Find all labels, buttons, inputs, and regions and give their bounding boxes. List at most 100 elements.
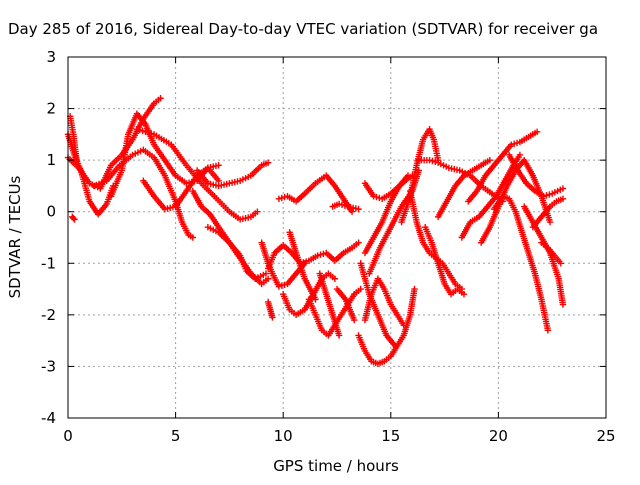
data-point <box>411 285 418 293</box>
x-tick-label: 0 <box>63 427 73 445</box>
data-track-16 <box>286 229 319 303</box>
data-point <box>348 208 356 215</box>
data-point <box>559 195 567 203</box>
data-track-6 <box>140 164 222 213</box>
data-track-36 <box>505 151 567 200</box>
data-point <box>370 193 377 200</box>
data-track-13 <box>264 239 362 272</box>
data-point <box>157 95 164 102</box>
data-point <box>355 239 362 246</box>
data-point <box>559 185 567 192</box>
data-point <box>73 156 80 164</box>
data-track-23 <box>361 275 407 329</box>
data-track-21 <box>355 285 418 368</box>
grid-lines <box>68 57 606 418</box>
data-point <box>373 193 380 201</box>
data-track-31 <box>434 156 493 221</box>
data-point <box>269 314 276 321</box>
data-track-29 <box>422 223 468 298</box>
data-point <box>142 128 149 135</box>
data-track-28 <box>406 187 466 293</box>
data-point <box>215 162 222 169</box>
data-point <box>513 139 521 147</box>
data-point <box>189 234 197 241</box>
data-point <box>264 159 272 166</box>
data-point <box>544 327 552 334</box>
data-point <box>70 214 77 222</box>
data-point <box>391 342 399 349</box>
data-track-9 <box>193 159 272 190</box>
data-point <box>331 275 339 282</box>
data-track-39 <box>538 239 565 267</box>
data-point <box>262 270 270 277</box>
data-track-20 <box>329 200 362 213</box>
data-point <box>139 127 146 135</box>
data-point <box>341 202 349 209</box>
x-tick-label: 25 <box>596 427 615 445</box>
chart-title: Day 285 of 2016, Sidereal Day-to-day VTE… <box>8 20 598 38</box>
data-point <box>275 283 283 290</box>
data-point <box>264 275 272 282</box>
data-point <box>254 208 261 215</box>
data-track-27 <box>398 126 442 226</box>
y-tick-label: -3 <box>41 357 56 375</box>
data-point <box>278 282 285 289</box>
data-point <box>540 193 547 200</box>
y-tick-label: 1 <box>46 151 56 169</box>
data-point <box>486 156 493 164</box>
data-point <box>275 195 283 203</box>
data-point <box>136 126 143 134</box>
data-track-38 <box>529 195 567 231</box>
data-point <box>432 158 439 166</box>
x-tick-label: 20 <box>489 427 508 445</box>
data-point <box>317 251 324 258</box>
data-point <box>302 258 310 265</box>
data-point <box>546 218 554 226</box>
data-point <box>516 151 524 159</box>
data-point <box>508 141 515 148</box>
plot-frame <box>67 56 607 419</box>
y-axis-label: SDTVAR / TECUs <box>6 175 24 298</box>
x-tick-label: 15 <box>381 427 400 445</box>
x-tick-label: 10 <box>274 427 293 445</box>
data-point <box>533 128 541 135</box>
data-point <box>543 192 550 199</box>
data-point <box>314 252 321 259</box>
y-tick-label: -4 <box>41 409 56 427</box>
data-point <box>357 285 364 293</box>
data-track-33 <box>465 128 541 205</box>
data-track-1 <box>64 95 164 192</box>
x-tick-label: 5 <box>171 427 181 445</box>
data-point <box>145 129 152 136</box>
data-point <box>335 332 343 339</box>
data-point <box>557 260 565 267</box>
data-track-12 <box>264 298 276 321</box>
data-point <box>278 194 285 202</box>
data-track-10 <box>204 223 270 282</box>
y-tick-label: 0 <box>46 203 56 221</box>
data-point <box>510 140 518 148</box>
y-tick-label: 2 <box>46 100 56 118</box>
data-point <box>400 321 407 329</box>
data-point <box>429 157 436 165</box>
y-tick-label: -2 <box>41 306 56 324</box>
data-point <box>148 130 155 137</box>
data-point <box>426 156 433 164</box>
data-points <box>64 95 567 368</box>
data-point <box>335 200 343 208</box>
data-point <box>338 201 346 209</box>
data-point <box>281 281 288 288</box>
data-point <box>71 216 78 223</box>
data-track-8 <box>189 187 272 288</box>
data-point <box>312 296 319 303</box>
data-point <box>546 191 553 198</box>
y-tick-label: 3 <box>46 48 56 66</box>
data-track-18 <box>316 270 343 339</box>
data-track-32 <box>458 151 524 241</box>
data-point <box>133 126 141 133</box>
data-track-7 <box>133 126 261 223</box>
data-track-3 <box>69 213 78 223</box>
data-point <box>355 205 362 213</box>
